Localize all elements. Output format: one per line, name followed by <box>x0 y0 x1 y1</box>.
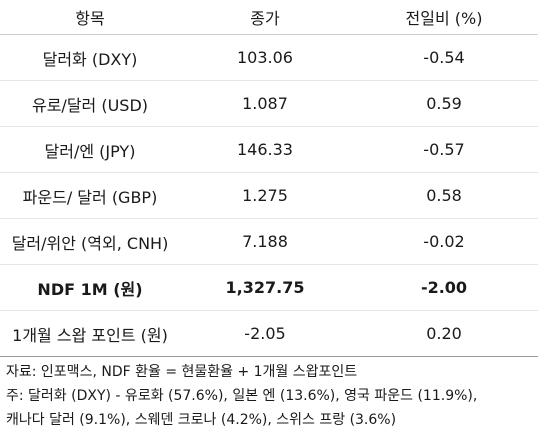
row-change: -2.00 <box>350 264 538 311</box>
row-item: 달러화 (DXY) <box>0 34 180 81</box>
row-change: -0.02 <box>350 218 538 265</box>
table-notes: 자료: 인포맥스, NDF 환율 = 현물환율 + 1개월 스왑포인트 주: 달… <box>6 360 534 432</box>
table-row: 파운드/ 달러 (GBP) 1.275 0.58 <box>0 172 538 219</box>
source-note: 자료: 인포맥스, NDF 환율 = 현물환율 + 1개월 스왑포인트 <box>6 364 358 380</box>
row-close: 1,327.75 <box>180 264 350 311</box>
header-item: 항목 <box>0 0 180 35</box>
table-row: 달러/엔 (JPY) 146.33 -0.57 <box>0 126 538 173</box>
row-close: 1.275 <box>180 172 350 219</box>
row-item: 파운드/ 달러 (GBP) <box>0 172 180 219</box>
row-close: 1.087 <box>180 80 350 127</box>
row-item: 1개월 스왑 포인트 (원) <box>0 310 180 357</box>
row-close: 146.33 <box>180 126 350 173</box>
footnote-line-1: 주: 달러화 (DXY) - 유로화 (57.6%), 일본 엔 (13.6%)… <box>6 388 478 404</box>
table-row: 유로/달러 (USD) 1.087 0.59 <box>0 80 538 127</box>
table-row: NDF 1M (원) 1,327.75 -2.00 <box>0 264 538 311</box>
row-item: 달러/위안 (역외, CNH) <box>0 218 180 265</box>
footnote-line-2: 캐나다 달러 (9.1%), 스웨덴 크로나 (4.2%), 스위스 프랑 (3… <box>6 412 397 428</box>
row-change: 0.59 <box>350 80 538 127</box>
fx-table: 항목 종가 전일비 (%) 달러화 (DXY) 103.06 -0.54 유로/… <box>0 0 538 357</box>
row-close: 103.06 <box>180 34 350 81</box>
row-close: 7.188 <box>180 218 350 265</box>
row-change: 0.58 <box>350 172 538 219</box>
header-close: 종가 <box>180 0 350 35</box>
table-row: 달러화 (DXY) 103.06 -0.54 <box>0 34 538 81</box>
row-item: 달러/엔 (JPY) <box>0 126 180 173</box>
row-change: -0.57 <box>350 126 538 173</box>
table-row: 달러/위안 (역외, CNH) 7.188 -0.02 <box>0 218 538 265</box>
header-change: 전일비 (%) <box>350 0 538 35</box>
table-row: 1개월 스왑 포인트 (원) -2.05 0.20 <box>0 310 538 357</box>
row-item: NDF 1M (원) <box>0 264 180 311</box>
row-item: 유로/달러 (USD) <box>0 80 180 127</box>
row-close: -2.05 <box>180 310 350 357</box>
row-change: 0.20 <box>350 310 538 357</box>
table-header-row: 항목 종가 전일비 (%) <box>0 0 538 35</box>
row-change: -0.54 <box>350 34 538 81</box>
